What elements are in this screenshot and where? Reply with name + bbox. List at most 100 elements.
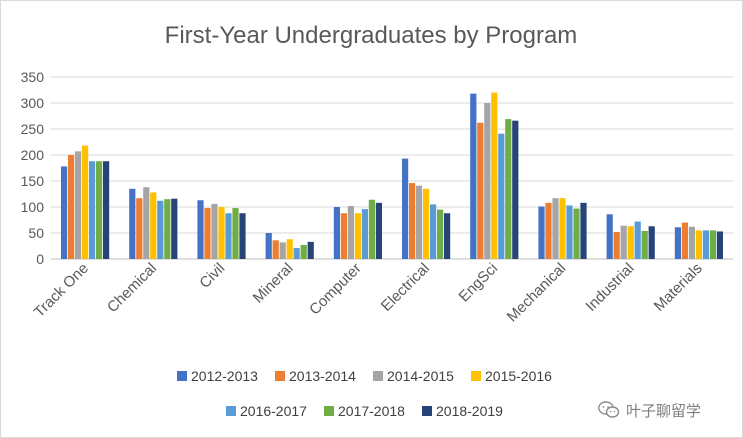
bar-computer-2013-2014 (340, 213, 347, 259)
bar-engsci-2018-2019 (512, 120, 519, 260)
bar-industrial-2018-2019 (648, 226, 655, 259)
bar-industrial-2014-2015 (620, 225, 627, 259)
legend-label-2018-2019: 2018-2019 (436, 403, 503, 419)
y-tick-label-350: 350 (21, 69, 45, 85)
bar-mineral-2018-2019 (307, 241, 314, 259)
bar-industrial-2016-2017 (634, 221, 641, 259)
bar-mechanical-2016-2017 (566, 205, 573, 259)
x-tick-label-computer: Computer (306, 260, 365, 319)
bar-track-one-2015-2016 (82, 145, 89, 259)
bar-track-one-2014-2015 (75, 151, 82, 259)
x-tick-label-electrical: Electrical (378, 260, 433, 315)
bar-track-one-2013-2014 (68, 155, 75, 259)
bar-industrial-2017-2018 (641, 230, 648, 259)
bar-materials-2018-2019 (716, 231, 723, 259)
x-tick-label-materials: Materials (651, 260, 706, 315)
bar-engsci-2016-2017 (498, 133, 505, 259)
bar-electrical-2017-2018 (437, 209, 444, 259)
bar-computer-2014-2015 (347, 205, 354, 259)
bar-materials-2016-2017 (702, 230, 709, 259)
bar-civil-2015-2016 (218, 207, 225, 259)
legend-label-2015-2016: 2015-2016 (485, 368, 552, 384)
bar-electrical-2016-2017 (430, 204, 437, 259)
legend-swatch-2017-2018 (324, 406, 334, 416)
bar-engsci-2015-2016 (491, 92, 498, 259)
bar-computer-2018-2019 (375, 202, 382, 259)
legend: 2012-2013 2013-2014 2014-2015 2015-2016 2016… (177, 368, 552, 419)
legend-label-2016-2017: 2016-2017 (240, 403, 307, 419)
bar-computer-2012-2013 (333, 207, 340, 259)
bar-electrical-2014-2015 (416, 185, 423, 259)
bar-chemical-2014-2015 (143, 187, 150, 259)
bar-mineral-2016-2017 (293, 248, 300, 259)
watermark-text: 叶子聊留学 (626, 401, 702, 420)
bar-engsci-2017-2018 (505, 119, 512, 260)
bar-engsci-2014-2015 (484, 103, 491, 259)
bar-civil-2012-2013 (197, 200, 204, 259)
bar-track-one-2017-2018 (96, 161, 103, 259)
bar-chemical-2013-2014 (136, 198, 143, 259)
bar-track-one-2018-2019 (103, 161, 110, 259)
bar-civil-2013-2014 (204, 208, 211, 259)
y-tick-label-200: 200 (21, 147, 45, 163)
legend-swatch-2013-2014 (275, 371, 285, 381)
legend-label-2017-2018: 2017-2018 (338, 403, 405, 419)
bar-engsci-2012-2013 (470, 93, 477, 259)
x-tick-label-track-one: Track One (31, 260, 92, 321)
y-tick-label-100: 100 (21, 199, 45, 215)
y-tick-label-150: 150 (21, 173, 45, 189)
bar-chemical-2018-2019 (171, 198, 178, 259)
wechat-icon (598, 401, 620, 418)
bar-civil-2018-2019 (239, 213, 246, 259)
bar-mechanical-2013-2014 (545, 202, 552, 259)
legend-swatch-2016-2017 (226, 406, 236, 416)
bar-materials-2017-2018 (709, 230, 716, 259)
bar-materials-2012-2013 (674, 227, 681, 259)
bar-mineral-2015-2016 (286, 239, 293, 259)
x-axis: Track One Chemical Civil Mineral Computer Ele… (31, 260, 706, 326)
bar-chemical-2016-2017 (157, 200, 164, 259)
bar-track-one-2012-2013 (61, 166, 68, 259)
watermark: 叶子聊留学 (598, 399, 701, 421)
bars-group (61, 92, 723, 260)
bar-chemical-2017-2018 (164, 199, 171, 259)
bar-chemical-2012-2013 (129, 188, 136, 259)
bar-industrial-2012-2013 (606, 214, 613, 259)
x-tick-label-mineral: Mineral (250, 260, 297, 307)
bar-mechanical-2012-2013 (538, 206, 545, 259)
bar-industrial-2013-2014 (613, 231, 620, 259)
bar-civil-2014-2015 (211, 203, 218, 259)
bar-chemical-2015-2016 (150, 192, 157, 259)
bar-mechanical-2018-2019 (580, 202, 587, 259)
bar-mechanical-2014-2015 (552, 198, 559, 259)
bar-electrical-2012-2013 (402, 158, 409, 259)
bar-electrical-2018-2019 (444, 213, 451, 259)
bar-materials-2013-2014 (681, 222, 688, 259)
bar-track-one-2016-2017 (89, 161, 96, 259)
bar-engsci-2013-2014 (477, 122, 484, 259)
bar-industrial-2015-2016 (627, 226, 634, 259)
bar-mineral-2014-2015 (279, 242, 286, 259)
bar-mineral-2013-2014 (272, 240, 279, 259)
y-tick-label-0: 0 (36, 251, 44, 267)
x-tick-label-mechanical: Mechanical (504, 260, 570, 326)
bar-mechanical-2015-2016 (559, 198, 566, 259)
legend-swatch-2012-2013 (177, 371, 187, 381)
bar-computer-2015-2016 (354, 213, 361, 259)
y-tick-label-300: 300 (21, 95, 45, 111)
legend-swatch-2018-2019 (422, 406, 432, 416)
legend-label-2014-2015: 2014-2015 (387, 368, 454, 384)
bar-computer-2016-2017 (361, 209, 368, 259)
bar-materials-2014-2015 (688, 226, 695, 259)
legend-label-2012-2013: 2012-2013 (191, 368, 258, 384)
bar-civil-2016-2017 (225, 213, 232, 259)
bar-electrical-2013-2014 (409, 183, 416, 259)
bar-mechanical-2017-2018 (573, 208, 580, 259)
legend-swatch-2014-2015 (373, 371, 383, 381)
bar-mineral-2017-2018 (300, 244, 307, 259)
legend-swatch-2015-2016 (471, 371, 481, 381)
y-tick-label-250: 250 (21, 121, 45, 137)
bar-mineral-2012-2013 (265, 233, 272, 259)
x-tick-label-civil: Civil (196, 260, 228, 292)
